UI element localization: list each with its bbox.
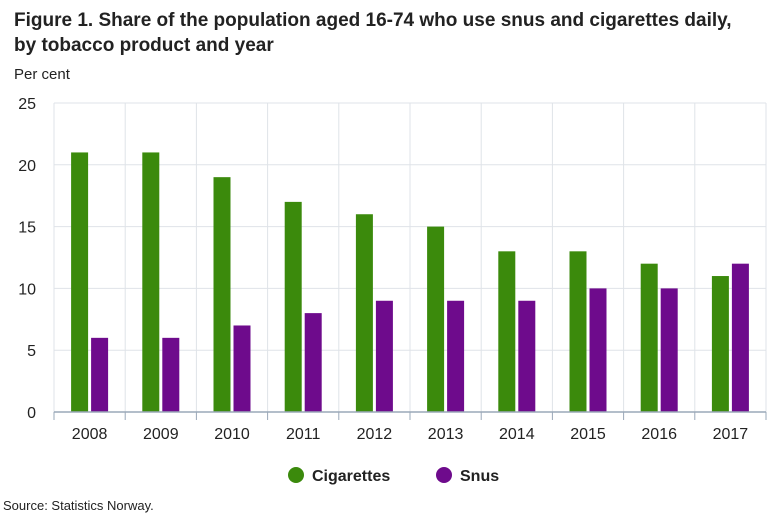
bar-snus-2009 [162,337,180,412]
bar-cigarettes-2012 [355,214,373,412]
bar-chart: 0 5 10 15 20 25 2008 2009 2010 2011 2012 2013 2014 20… [18,96,767,485]
bar-snus-2010 [233,325,251,412]
bar-snus-2014 [518,300,536,412]
bar-cigarettes-2010 [213,177,231,412]
bar-cigarettes-2017 [711,276,729,412]
chart-title: Figure 1. Share of the population aged 1… [14,10,732,56]
source-note: Source: Statistics Norway. [3,498,154,513]
x-tick-label: 2009 [143,426,179,443]
y-tick-label: 5 [27,343,36,360]
legend-marker-cigarettes [288,467,304,483]
axes: 0 5 10 15 20 25 2008 2009 2010 2011 2012 2013 2014 20… [18,96,767,443]
y-tick-label: 0 [27,405,36,422]
bar-snus-2011 [304,313,322,412]
x-tick-label: 2016 [641,426,677,443]
x-tick-label: 2012 [357,426,393,443]
x-tick-label: 2011 [286,426,321,443]
bar-cigarettes-2013 [427,226,445,412]
x-tick-label: 2008 [72,426,108,443]
bar-snus-2015 [589,288,607,412]
bar-cigarettes-2015 [569,251,587,412]
bar-cigarettes-2008 [71,152,89,412]
y-tick-label: 25 [18,96,36,113]
bar-snus-2013 [447,300,465,412]
bar-snus-2012 [375,300,393,412]
grid-lines [53,102,767,412]
x-tick-label: 2015 [570,426,606,443]
bar-cigarettes-2016 [640,263,658,412]
bar-cigarettes-2011 [284,201,302,412]
x-tick-label: 2017 [713,426,749,443]
bar-snus-2016 [660,288,678,412]
bar-cigarettes-2014 [498,251,516,412]
legend-label-snus: Snus [460,468,499,485]
y-tick-label: 10 [18,281,36,298]
y-tick-label: 15 [18,220,36,237]
legend-label-cigarettes: Cigarettes [312,468,390,485]
x-tick-label: 2010 [214,426,250,443]
bars [71,152,749,412]
legend: Cigarettes Snus [288,467,499,485]
x-tick-label: 2014 [499,426,535,443]
x-tick-label: 2013 [428,426,464,443]
y-axis-label: Per cent [14,66,70,83]
y-tick-label: 20 [18,158,36,175]
legend-marker-snus [436,467,452,483]
bar-cigarettes-2009 [142,152,160,412]
bar-snus-2008 [91,337,109,412]
bar-snus-2017 [731,263,749,412]
